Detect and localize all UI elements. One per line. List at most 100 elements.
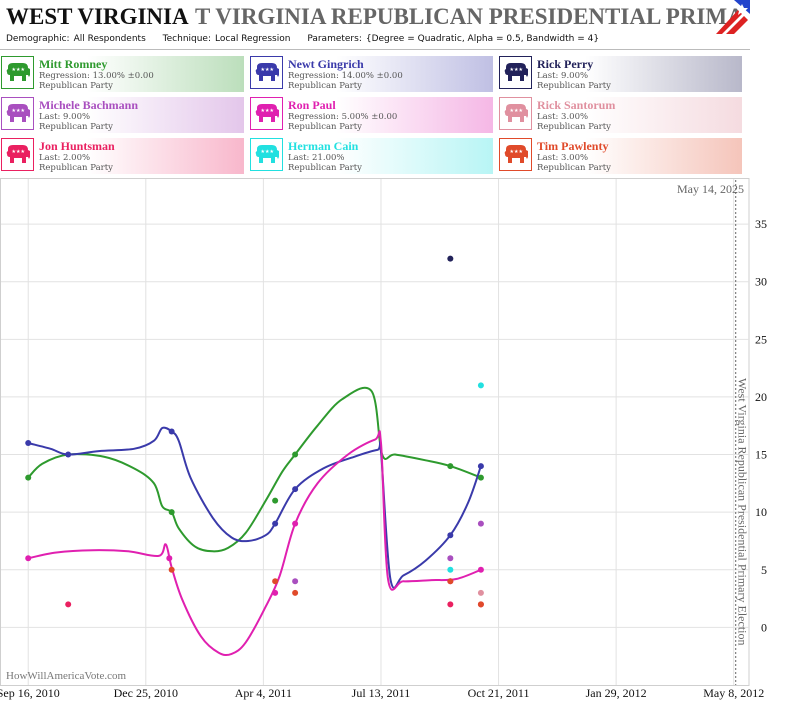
parameters-label: Parameters: [307, 34, 362, 44]
poll-point-newt-gingrich [477, 463, 484, 470]
legend-gradient [284, 97, 493, 133]
legend-card-herman-cain[interactable]: ★ ★ ★ Herman Cain Last: 21.00% Republican Par… [250, 138, 493, 174]
legend-gradient [35, 97, 244, 133]
legend-name: Herman Cain [288, 139, 359, 153]
poll-point-jon-huntsman [65, 601, 72, 608]
poll-point-herman-cain [447, 566, 454, 573]
svg-text:★: ★ [514, 108, 519, 114]
svg-text:★: ★ [16, 149, 21, 155]
svg-text:★: ★ [265, 149, 270, 155]
parameters-value: {Degree = Quadratic, Alpha = 0.5, Bandwi… [365, 34, 600, 44]
poll-point-newt-gingrich [447, 532, 454, 539]
poll-point-michele-bachmann [477, 520, 484, 527]
svg-text:★: ★ [270, 67, 275, 73]
legend-party: Republican Party [537, 122, 611, 132]
svg-text:★: ★ [519, 149, 524, 155]
svg-text:★: ★ [261, 149, 266, 155]
legend-party: Republican Party [288, 163, 362, 173]
svg-text:★: ★ [16, 108, 21, 114]
svg-text:★: ★ [21, 108, 26, 114]
elephant-icon: ★ ★ ★ [499, 97, 532, 130]
elephant-icon: ★ ★ ★ [250, 97, 283, 130]
legend-card-mitt-romney[interactable]: ★ ★ ★ Mitt Romney Regression: 13.00% ±0.00 Re… [1, 56, 244, 92]
legend-name: Tim Pawlenty [537, 139, 609, 153]
svg-text:★: ★ [261, 67, 266, 73]
elephant-icon: ★ ★ ★ [1, 138, 34, 171]
y-tick-label: 0 [761, 620, 767, 634]
poll-point-tim-pawlenty [292, 589, 299, 596]
x-tick-label: May 8, 2012 [703, 686, 764, 700]
legend-name: Rick Santorum [537, 98, 616, 112]
poll-point-mitt-romney [292, 451, 299, 458]
poll-point-rick-santorum [477, 589, 484, 596]
poll-point-newt-gingrich [168, 428, 175, 435]
poll-point-ron-paul [292, 520, 299, 527]
y-tick-label: 25 [755, 332, 767, 346]
poll-point-ron-paul [477, 566, 484, 573]
x-tick-label: Apr 4, 2011 [235, 686, 292, 700]
legend-stat: Last: 9.00% [39, 112, 91, 122]
poll-point-jon-huntsman [447, 601, 454, 608]
svg-text:★: ★ [519, 67, 524, 73]
legend-party: Republican Party [288, 122, 362, 132]
svg-text:★: ★ [510, 149, 515, 155]
header-divider [0, 49, 750, 50]
poll-point-ron-paul [25, 555, 32, 562]
y-tick-label: 15 [755, 448, 767, 462]
x-tick-label: Jan 29, 2012 [586, 686, 647, 700]
y-tick-label: 35 [755, 217, 767, 231]
demographic-value: All Respondents [73, 34, 146, 44]
legend-stat: Last: 21.00% [288, 153, 345, 163]
legend-card-ron-paul[interactable]: ★ ★ ★ Ron Paul Regression: 5.00% ±0.00 Republ… [250, 97, 493, 133]
legend-name: Ron Paul [288, 98, 336, 112]
svg-text:★: ★ [514, 149, 519, 155]
elephant-icon: ★ ★ ★ [250, 56, 283, 89]
legend-party: Republican Party [537, 163, 611, 173]
legend-stat: Last: 2.00% [39, 153, 91, 163]
svg-text:★: ★ [12, 67, 17, 73]
race-title: T VIRGINIA REPUBLICAN PRESIDENTIAL PRIMA [195, 4, 744, 29]
poll-point-mitt-romney [25, 474, 32, 481]
legend-card-rick-santorum[interactable]: ★ ★ ★ Rick Santorum Last: 3.00% Republican Pa… [499, 97, 742, 133]
legend-gradient [533, 97, 742, 133]
y-tick-label: 30 [755, 275, 767, 289]
poll-point-newt-gingrich [25, 440, 32, 447]
legend-card-rick-perry[interactable]: ★ ★ ★ Rick Perry Last: 9.00% Republican Party [499, 56, 742, 92]
svg-text:★: ★ [21, 67, 26, 73]
legend-gradient [533, 138, 742, 174]
demographic-label: Demographic: [6, 34, 70, 44]
legend-card-tim-pawlenty[interactable]: ★ ★ ★ Tim Pawlenty Last: 3.00% Republican Par… [499, 138, 742, 174]
legend-gradient [35, 56, 244, 92]
legend-card-jon-huntsman[interactable]: ★ ★ ★ Jon Huntsman Last: 2.00% Republican Par… [1, 138, 244, 174]
poll-point-newt-gingrich [272, 520, 279, 527]
x-tick-label: Sep 16, 2010 [0, 686, 60, 700]
legend-name: Rick Perry [537, 57, 594, 71]
legend-party: Republican Party [39, 122, 113, 132]
legend-gradient [284, 138, 493, 174]
election-label: West Virginia Republican Presidential Pr… [736, 378, 750, 645]
legend-card-newt-gingrich[interactable]: ★ ★ ★ Newt Gingrich Regression: 14.00% ±0.00… [250, 56, 493, 92]
poll-point-tim-pawlenty [168, 566, 175, 573]
svg-text:★: ★ [510, 108, 515, 114]
legend-stat: Last: 9.00% [537, 71, 589, 81]
technique-value: Local Regression [215, 34, 291, 44]
legend-gradient [35, 138, 244, 174]
poll-point-herman-cain [477, 382, 484, 389]
legend-card-michele-bachmann[interactable]: ★ ★ ★ Michele Bachmann Last: 9.00% Republican… [1, 97, 244, 133]
svg-text:★: ★ [12, 149, 17, 155]
legend-stat: Regression: 5.00% ±0.00 [288, 112, 398, 122]
flag-logo-icon [716, 0, 750, 34]
legend-name: Michele Bachmann [39, 98, 138, 112]
legend-party: Republican Party [39, 81, 113, 91]
legend-gradient [533, 56, 742, 92]
trend-line-newt-gingrich [27, 426, 482, 589]
poll-point-newt-gingrich [292, 486, 299, 493]
legend-stat: Regression: 14.00% ±0.00 [288, 71, 403, 81]
poll-point-tim-pawlenty [477, 601, 484, 608]
svg-text:★: ★ [510, 67, 515, 73]
legend-name: Mitt Romney [39, 57, 108, 71]
parameters-line: Demographic: All Respondents Technique: Lo… [6, 34, 613, 44]
svg-text:★: ★ [21, 149, 26, 155]
svg-text:★: ★ [12, 108, 17, 114]
